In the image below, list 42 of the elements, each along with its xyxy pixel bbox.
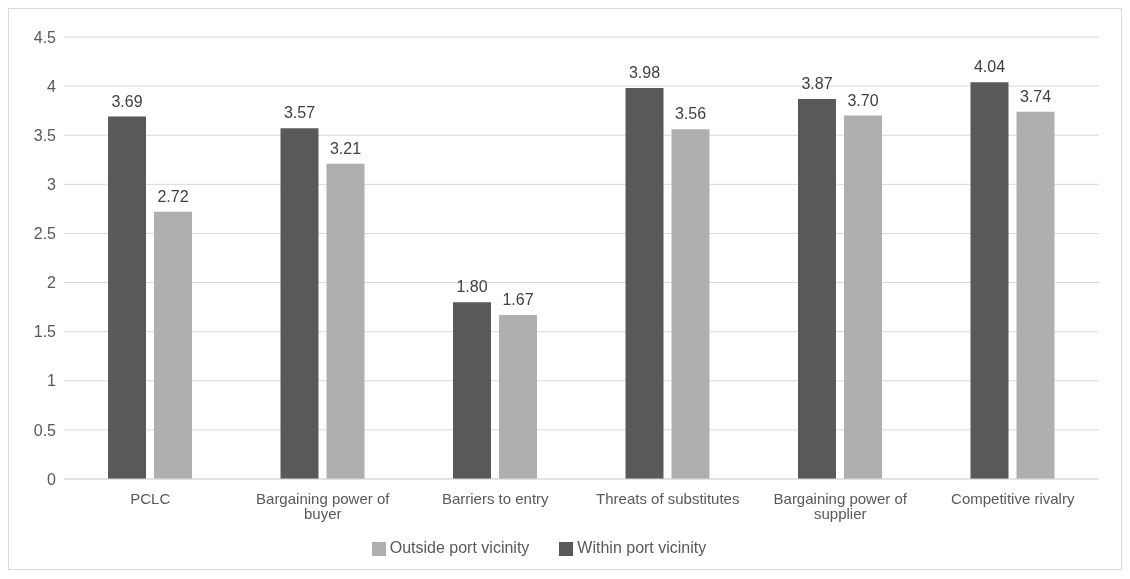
y-tick-label: 2.5 <box>33 225 57 243</box>
data-label: 4.04 <box>973 58 1006 76</box>
y-tick-label: 3.5 <box>33 126 57 144</box>
legend-label: Within port vicinity <box>577 539 707 556</box>
y-tick-label: 0 <box>47 470 57 488</box>
bar <box>108 116 146 479</box>
y-tick-label: 2 <box>47 274 57 292</box>
y-tick-label: 1 <box>47 372 57 390</box>
bar <box>970 82 1009 479</box>
data-label: 3.74 <box>1019 87 1052 105</box>
bar <box>280 128 319 479</box>
bar <box>844 115 882 479</box>
data-label: 3.57 <box>283 104 316 122</box>
data-label: 1.67 <box>502 290 534 308</box>
data-label: 3.21 <box>329 139 362 157</box>
x-tick-label: Barriers to entry <box>441 489 550 507</box>
bar <box>453 302 491 479</box>
y-tick-label: 1.5 <box>33 323 57 341</box>
x-tick-label: Bargaining power of supplier <box>773 489 908 522</box>
y-tick-label: 4 <box>47 77 57 95</box>
x-tick-label: PCLC <box>130 489 171 507</box>
bar <box>326 163 365 479</box>
data-label: 3.98 <box>628 64 661 82</box>
y-tick-label: 4.5 <box>33 28 57 46</box>
x-tick-label: Competitive rivalry <box>951 489 1075 507</box>
x-tick-label: Bargaining power of buyer <box>256 489 391 522</box>
x-tick-label: Threats of substitutes <box>596 489 740 507</box>
y-tick-label: 0.5 <box>33 421 57 439</box>
data-label: 3.69 <box>111 92 143 110</box>
legend-label: Outside port vicinity <box>389 539 530 556</box>
bar <box>671 129 710 479</box>
bar <box>625 88 664 479</box>
bar <box>499 314 537 479</box>
data-label: 2.72 <box>157 187 189 205</box>
y-tick-label: 3 <box>47 176 57 194</box>
data-label: 1.80 <box>456 278 488 296</box>
bar <box>1016 111 1055 479</box>
data-label: 3.56 <box>674 105 707 123</box>
bar <box>798 98 836 479</box>
data-label: 3.87 <box>801 74 833 92</box>
data-label: 3.70 <box>847 91 879 109</box>
bar <box>154 211 192 479</box>
